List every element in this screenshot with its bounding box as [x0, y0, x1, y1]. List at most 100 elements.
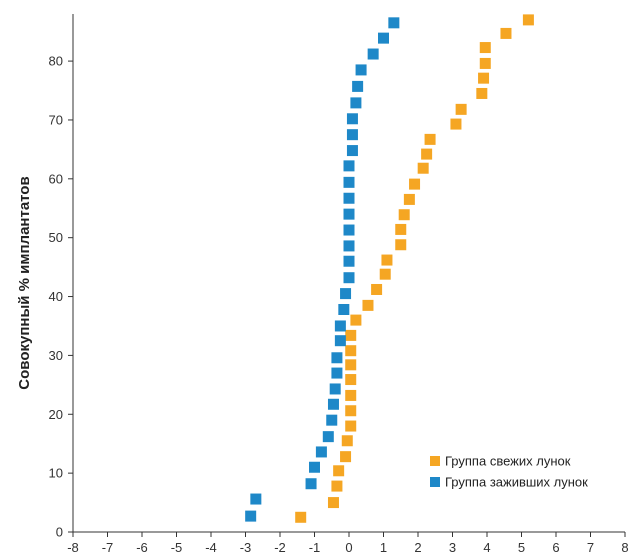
x-tick-label: 4 — [483, 540, 490, 555]
x-tick-label: 0 — [345, 540, 352, 555]
healed-socket-point — [327, 398, 339, 410]
fresh-socket-point — [371, 283, 383, 295]
healed-socket-point — [346, 129, 358, 141]
healed-socket-point — [343, 160, 355, 172]
healed-socket-point — [315, 446, 327, 458]
data-points — [245, 14, 534, 523]
legend: Группа свежих лунок Группа заживших луно… — [430, 454, 588, 490]
healed-socket-point — [309, 461, 320, 473]
fresh-socket-point — [424, 133, 436, 145]
fresh-socket-point — [345, 329, 357, 341]
healed-socket-point — [343, 208, 355, 220]
y-tick-label: 80 — [49, 54, 63, 69]
healed-socket-point — [343, 240, 355, 252]
fresh-socket-point — [345, 405, 357, 417]
healed-socket-point — [346, 113, 358, 125]
x-tick-label: -6 — [136, 540, 148, 555]
fresh-socket-point — [479, 42, 491, 54]
x-tick-label: -2 — [274, 540, 286, 555]
y-tick-label: 10 — [49, 466, 63, 481]
healed-socket-point — [322, 431, 334, 443]
fresh-socket-point — [341, 435, 353, 447]
healed-socket-point — [367, 48, 379, 60]
x-tick-label: 3 — [449, 540, 456, 555]
healed-socket-point — [331, 367, 343, 379]
x-tick-label: -4 — [205, 540, 217, 555]
x-tick-label: 1 — [380, 540, 387, 555]
x-tick-label: 5 — [518, 540, 525, 555]
fresh-socket-point — [417, 162, 429, 174]
healed-socket-point — [378, 32, 389, 44]
fresh-socket-point — [327, 497, 339, 509]
x-tick-label: 8 — [621, 540, 628, 555]
fresh-socket-point — [500, 27, 512, 39]
fresh-socket-point — [350, 314, 362, 326]
healed-socket-point — [305, 478, 317, 490]
y-tick-label: 30 — [49, 348, 63, 363]
fresh-socket-point — [362, 299, 374, 311]
fresh-socket-point — [421, 148, 433, 160]
healed-socket-point — [343, 192, 355, 204]
y-tick-label: 60 — [49, 171, 63, 186]
fresh-socket-point — [379, 268, 391, 280]
healed-socket-point — [334, 335, 346, 347]
fresh-socket-point — [409, 178, 421, 190]
legend-label-fresh-socket: Группа свежих лунок — [445, 454, 571, 469]
x-axis-ticks: -8 -7 -6 -5 -4 -3 -2 -1 0 1 2 3 4 5 6 7 8 — [67, 532, 629, 555]
healed-socket-point — [245, 510, 257, 522]
fresh-socket-point — [395, 239, 407, 251]
healed-socket-point — [329, 383, 341, 395]
fresh-socket-point — [333, 465, 345, 477]
x-tick-label: 6 — [552, 540, 559, 555]
y-tick-label: 70 — [49, 112, 63, 127]
legend-label-healed-socket: Группа заживших лунок — [445, 475, 588, 490]
healed-socket-point — [343, 272, 355, 284]
y-axis-ticks: 0 10 20 30 40 50 60 70 80 — [49, 54, 73, 540]
healed-socket-point — [350, 97, 362, 109]
fresh-socket-point — [476, 87, 488, 99]
fresh-socket-point — [295, 511, 307, 523]
fresh-socket-point — [395, 223, 407, 235]
y-tick-label: 0 — [56, 525, 63, 540]
fresh-socket-point — [455, 103, 467, 115]
healed-socket-point — [388, 17, 400, 29]
healed-socket-point — [331, 352, 343, 364]
healed-socket-point — [343, 255, 355, 267]
fresh-socket-point — [381, 254, 393, 266]
fresh-socket-point — [345, 420, 357, 432]
fresh-socket-point — [345, 345, 357, 357]
fresh-socket-point — [331, 480, 343, 492]
y-tick-label: 50 — [49, 230, 63, 245]
healed-socket-point — [343, 224, 355, 236]
x-tick-label: 2 — [414, 540, 421, 555]
fresh-socket-point — [340, 451, 352, 463]
healed-socket-point — [343, 176, 355, 188]
fresh-socket-point — [479, 57, 491, 69]
x-tick-label: -3 — [240, 540, 252, 555]
y-axis-title: Совокупный % имплантатов — [16, 176, 33, 389]
healed-socket-point — [338, 303, 350, 315]
healed-socket-point — [346, 145, 358, 157]
healed-socket-point — [250, 493, 262, 505]
healed-socket-point — [355, 64, 367, 76]
x-tick-label: -1 — [309, 540, 321, 555]
fresh-socket-point — [522, 14, 534, 26]
fresh-socket-point — [450, 118, 462, 130]
x-tick-label: 7 — [587, 540, 594, 555]
fresh-socket-point — [345, 389, 357, 401]
fresh-socket-point — [478, 72, 490, 84]
fresh-socket-point — [345, 374, 357, 386]
legend-swatch-healed-socket — [430, 477, 440, 487]
fresh-socket-point — [398, 209, 410, 221]
y-tick-label: 40 — [49, 289, 63, 304]
fresh-socket-point — [403, 193, 415, 205]
legend-swatch-fresh-socket — [430, 456, 440, 466]
healed-socket-point — [352, 80, 364, 92]
healed-socket-point — [340, 288, 352, 300]
x-tick-label: -7 — [102, 540, 114, 555]
healed-socket-point — [326, 414, 338, 426]
y-tick-label: 20 — [49, 407, 63, 422]
x-tick-label: -5 — [171, 540, 183, 555]
fresh-socket-point — [345, 359, 357, 371]
